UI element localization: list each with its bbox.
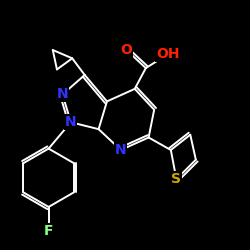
- Text: O: O: [120, 43, 132, 57]
- Text: N: N: [115, 143, 127, 157]
- Text: N: N: [65, 115, 77, 129]
- Text: N: N: [57, 88, 68, 102]
- Text: OH: OH: [156, 47, 180, 61]
- Text: S: S: [172, 172, 181, 186]
- Text: F: F: [44, 224, 53, 237]
